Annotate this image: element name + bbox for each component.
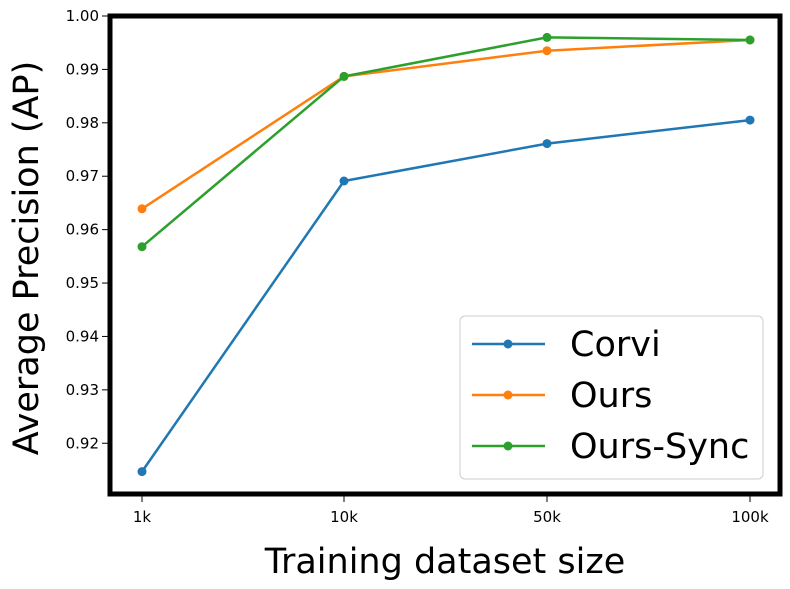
plot-area [137, 32, 755, 477]
legend-marker [503, 441, 513, 451]
data-point [339, 176, 349, 186]
series-line-ours-sync [141, 36, 751, 248]
y-tick-label: 0.97 [66, 167, 99, 185]
x-tick-label: 100k [731, 508, 769, 526]
legend-label: Ours-Sync [570, 427, 749, 467]
axes: 1k 10k 50k 100k 0.92 0.93 0.94 0.95 0.96 0.97 0.98… [66, 7, 769, 526]
y-tick-label: 0.98 [66, 114, 99, 132]
legend-label: Ours [570, 376, 652, 416]
data-point [745, 115, 755, 125]
legend-label: Corvi [570, 325, 661, 365]
data-point [542, 32, 552, 42]
data-point [137, 242, 147, 252]
x-tick-label: 1k [133, 508, 152, 526]
data-point [137, 467, 147, 477]
y-tick-label: 0.95 [66, 274, 99, 292]
x-tick-label: 50k [533, 508, 561, 526]
y-tick-label: 0.94 [66, 327, 99, 345]
data-point [542, 139, 552, 149]
data-point [745, 35, 755, 45]
y-tick-label: 0.92 [66, 434, 99, 452]
data-point [339, 71, 349, 81]
data-point [542, 46, 552, 56]
plot-frame [107, 13, 783, 497]
series-line-ours [141, 38, 751, 210]
y-tick-label: 1.00 [66, 7, 99, 25]
x-tick-label: 10k [330, 508, 358, 526]
data-point [137, 204, 147, 214]
legend: Corvi Ours Ours-Sync [459, 315, 764, 480]
legend-marker [503, 339, 513, 349]
legend-box [459, 315, 764, 480]
x-axis-title: Training dataset size [264, 542, 626, 582]
y-tick-label: 0.93 [66, 381, 99, 399]
y-axis-title: Average Precision (AP) [7, 61, 47, 456]
series-line-corvi [140, 118, 751, 473]
y-tick-label: 0.99 [66, 60, 99, 78]
legend-marker [503, 390, 513, 400]
y-tick-label: 0.96 [66, 221, 99, 239]
